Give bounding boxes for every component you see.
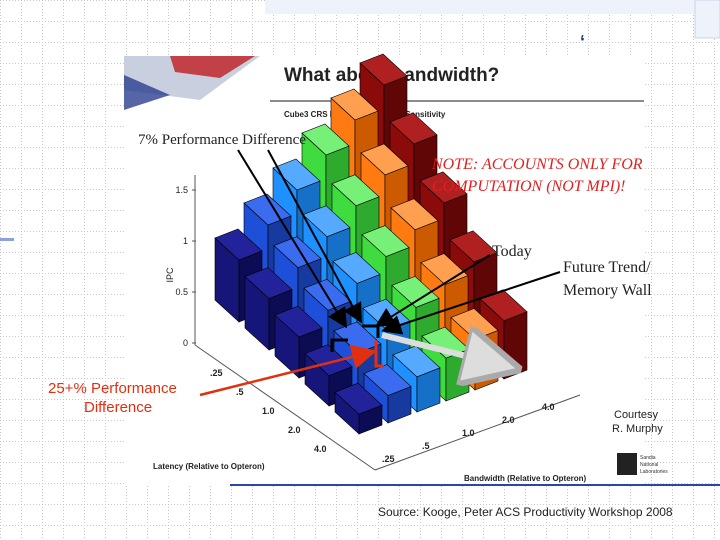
bandwidth-tick-label: .5 [422, 441, 430, 451]
bar-top [272, 158, 321, 191]
ipc-tick-label: 0 [183, 338, 188, 348]
future-label: Memory Wall [563, 282, 652, 299]
latency-tick-label: 1.0 [262, 406, 275, 416]
bar-top [360, 143, 409, 176]
ipc-tick-label: 0.5 [175, 287, 188, 297]
bandwidth-label: Bandwidth (Relative to Opteron) [464, 474, 587, 483]
header-band [265, 0, 695, 14]
source: Source: Kooge, Peter ACS Productivity Wo… [378, 505, 673, 519]
arrow [374, 254, 491, 328]
latency-tick-label: .5 [236, 387, 244, 397]
bar-top [390, 198, 439, 231]
bandwidth-tick-label: .25 [382, 454, 395, 464]
bar-top [391, 275, 440, 308]
bar-top [449, 230, 498, 263]
bandwidth-tick-label: 2.0 [502, 415, 515, 425]
flag-stripe [170, 56, 255, 78]
bar-top [274, 305, 323, 338]
ipc-tick-label: 1.5 [175, 185, 188, 195]
note: COMPUTATION (NOT MPI)! [432, 178, 625, 195]
latency-tick-label: 2.0 [288, 425, 301, 435]
today-label: Today [492, 243, 532, 260]
bar-top [359, 53, 408, 86]
bar-top [331, 174, 380, 207]
bar-top [419, 171, 468, 204]
latency-label: Latency (Relative to Opteron) [153, 462, 265, 471]
side-mark [0, 238, 14, 241]
bar-top [301, 123, 350, 156]
logo-text: National [640, 462, 658, 468]
annotation: Difference [84, 399, 152, 416]
bracket [330, 338, 348, 352]
logo-text: Laboratories [640, 469, 668, 475]
annotation: 7% Performance Difference [138, 132, 306, 148]
annotation: 25+% Performance [48, 380, 177, 397]
bandwidth-tick-label: 1.0 [462, 428, 475, 438]
courtesy: Courtesy [614, 409, 659, 421]
header-box [694, 0, 720, 39]
arrow [381, 271, 561, 335]
arrow [237, 149, 348, 329]
bandwidth-tick-label: 4.0 [542, 402, 555, 412]
future-label: Future Trend/ [563, 259, 651, 276]
arrow [267, 149, 362, 324]
flag-field [124, 75, 170, 110]
note: NOTE: ACCOUNTS ONLY FOR [431, 156, 643, 173]
ipc-tick-label: 1 [183, 236, 188, 246]
bar-top [302, 205, 351, 238]
bar-top [332, 252, 381, 284]
latency-axis [194, 344, 376, 471]
bar-top [330, 88, 379, 121]
bar-top [273, 236, 322, 268]
logo [617, 453, 637, 475]
corner-mark: ‘ [580, 32, 585, 52]
bandwidth-axis [374, 394, 581, 471]
latency-tick-label: .25 [210, 368, 223, 378]
bar-top [244, 267, 293, 299]
bar-top [392, 345, 441, 378]
bar-top [214, 228, 263, 261]
trend-arrow [381, 335, 510, 367]
bar-top [389, 112, 438, 145]
bracket [362, 324, 380, 338]
ipc-label: IPC [165, 267, 175, 283]
courtesy: R. Murphy [612, 423, 663, 435]
logo-text: Sandia [640, 455, 656, 461]
bar-top [334, 382, 383, 415]
latency-tick-label: 4.0 [314, 444, 327, 454]
arrow [199, 344, 377, 397]
bar-top [361, 225, 410, 257]
